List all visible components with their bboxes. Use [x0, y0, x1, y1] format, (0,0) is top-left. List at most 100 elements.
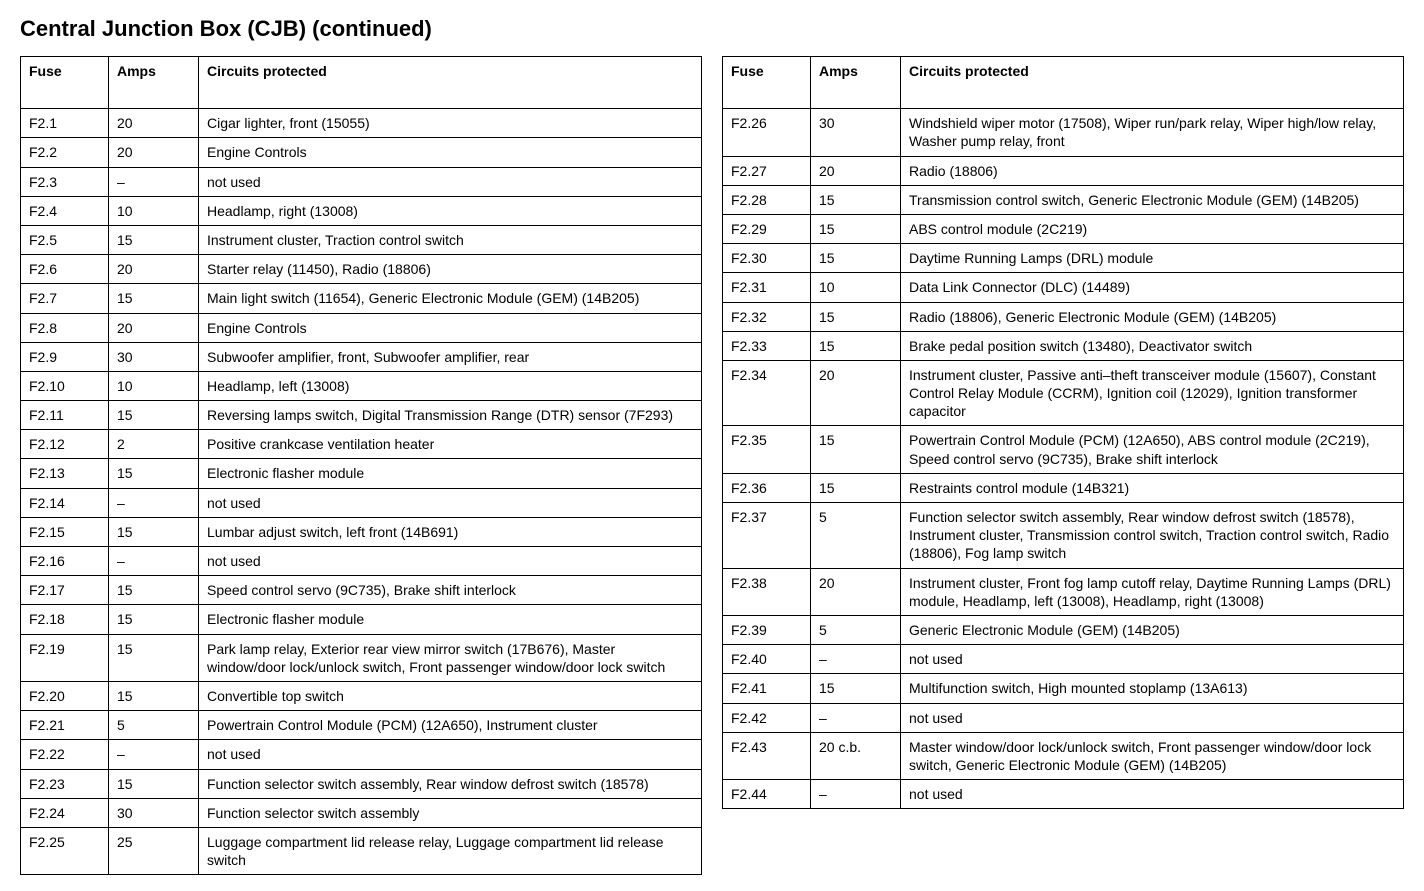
cell-amps: 20 c.b. [811, 732, 901, 779]
cell-fuse: F2.28 [723, 185, 811, 214]
table-row: F2.3615Restraints control module (14B321… [723, 473, 1404, 502]
cell-fuse: F2.20 [21, 681, 109, 710]
cell-circ: not used [199, 488, 702, 517]
cell-fuse: F2.38 [723, 568, 811, 615]
cell-circ: Multifunction switch, High mounted stopl… [901, 674, 1404, 703]
cell-amps: 15 [109, 576, 199, 605]
cell-circ: ABS control module (2C219) [901, 214, 1404, 243]
table-row: F2.40–not used [723, 645, 1404, 674]
cell-circ: Radio (18806) [901, 156, 1404, 185]
cell-fuse: F2.39 [723, 615, 811, 644]
table-row: F2.4320 c.b.Master window/door lock/unlo… [723, 732, 1404, 779]
cell-fuse: F2.40 [723, 645, 811, 674]
cell-fuse: F2.9 [21, 342, 109, 371]
table-row: F2.2015Convertible top switch [21, 681, 702, 710]
cell-fuse: F2.18 [21, 605, 109, 634]
cell-fuse: F2.15 [21, 517, 109, 546]
cell-fuse: F2.6 [21, 255, 109, 284]
table-row: F2.930Subwoofer amplifier, front, Subwoo… [21, 342, 702, 371]
cell-fuse: F2.5 [21, 225, 109, 254]
cell-circ: not used [199, 167, 702, 196]
cell-circ: Luggage compartment lid release relay, L… [199, 827, 702, 874]
cell-amps: 15 [109, 605, 199, 634]
table-row: F2.375Function selector switch assembly,… [723, 503, 1404, 569]
cell-amps: 30 [109, 798, 199, 827]
cell-fuse: F2.3 [21, 167, 109, 196]
table-row: F2.14–not used [21, 488, 702, 517]
left-column: Fuse Amps Circuits protected F2.120Cigar… [20, 56, 702, 875]
cell-fuse: F2.27 [723, 156, 811, 185]
table-row: F2.44–not used [723, 780, 1404, 809]
cell-fuse: F2.42 [723, 703, 811, 732]
cell-fuse: F2.36 [723, 473, 811, 502]
cell-amps: – [109, 740, 199, 769]
cell-amps: 2 [109, 430, 199, 459]
fuse-table-right: Fuse Amps Circuits protected F2.2630Wind… [722, 56, 1404, 809]
cell-amps: – [811, 645, 901, 674]
cell-amps: 15 [109, 225, 199, 254]
cell-fuse: F2.30 [723, 244, 811, 273]
table-row: F2.2525Luggage compartment lid release r… [21, 827, 702, 874]
cell-amps: 30 [811, 109, 901, 156]
cell-fuse: F2.19 [21, 634, 109, 681]
table-header-row: Fuse Amps Circuits protected [723, 57, 1404, 109]
cell-fuse: F2.25 [21, 827, 109, 874]
cell-circ: Speed control servo (9C735), Brake shift… [199, 576, 702, 605]
table-row: F2.515Instrument cluster, Traction contr… [21, 225, 702, 254]
cell-amps: 15 [109, 634, 199, 681]
cell-circ: Data Link Connector (DLC) (14489) [901, 273, 1404, 302]
table-row: F2.1315Electronic flasher module [21, 459, 702, 488]
cell-circ: Electronic flasher module [199, 605, 702, 634]
cell-circ: Positive crankcase ventilation heater [199, 430, 702, 459]
table-row: F2.2720Radio (18806) [723, 156, 1404, 185]
cell-fuse: F2.31 [723, 273, 811, 302]
cell-amps: 15 [811, 185, 901, 214]
table-row: F2.215Powertrain Control Module (PCM) (1… [21, 711, 702, 740]
cell-amps: 15 [811, 674, 901, 703]
cell-amps: 15 [811, 473, 901, 502]
cell-amps: 15 [109, 459, 199, 488]
cell-amps: 15 [109, 284, 199, 313]
cell-circ: Electronic flasher module [199, 459, 702, 488]
col-amps: Amps [109, 57, 199, 109]
cell-fuse: F2.4 [21, 196, 109, 225]
cell-fuse: F2.33 [723, 331, 811, 360]
table-row: F2.2915ABS control module (2C219) [723, 214, 1404, 243]
table-row: F2.3315Brake pedal position switch (1348… [723, 331, 1404, 360]
cell-circ: Function selector switch assembly, Rear … [901, 503, 1404, 569]
cell-circ: Transmission control switch, Generic Ele… [901, 185, 1404, 214]
cell-fuse: F2.13 [21, 459, 109, 488]
cell-circ: Instrument cluster, Front fog lamp cutof… [901, 568, 1404, 615]
cell-amps: 25 [109, 827, 199, 874]
cell-amps: 10 [109, 371, 199, 400]
cell-circ: Powertrain Control Module (PCM) (12A650)… [199, 711, 702, 740]
cell-circ: Function selector switch assembly [199, 798, 702, 827]
cell-circ: Restraints control module (14B321) [901, 473, 1404, 502]
table-row: F2.395Generic Electronic Module (GEM) (1… [723, 615, 1404, 644]
cell-fuse: F2.7 [21, 284, 109, 313]
col-fuse: Fuse [723, 57, 811, 109]
table-row: F2.3215Radio (18806), Generic Electronic… [723, 302, 1404, 331]
cell-fuse: F2.41 [723, 674, 811, 703]
table-row: F2.3420Instrument cluster, Passive anti–… [723, 360, 1404, 426]
cell-amps: 15 [811, 244, 901, 273]
table-row: F2.820Engine Controls [21, 313, 702, 342]
cell-amps: 15 [109, 769, 199, 798]
cell-amps: – [811, 780, 901, 809]
cell-circ: Main light switch (11654), Generic Elect… [199, 284, 702, 313]
cell-amps: 15 [109, 401, 199, 430]
cell-fuse: F2.34 [723, 360, 811, 426]
cell-circ: not used [901, 703, 1404, 732]
cell-circ: Starter relay (11450), Radio (18806) [199, 255, 702, 284]
table-columns-wrapper: Fuse Amps Circuits protected F2.120Cigar… [20, 56, 1404, 875]
cell-fuse: F2.43 [723, 732, 811, 779]
cell-fuse: F2.26 [723, 109, 811, 156]
cell-circ: Engine Controls [199, 313, 702, 342]
table-row: F2.122Positive crankcase ventilation hea… [21, 430, 702, 459]
cell-amps: 10 [109, 196, 199, 225]
cell-circ: Master window/door lock/unlock switch, F… [901, 732, 1404, 779]
cell-fuse: F2.35 [723, 426, 811, 473]
cell-fuse: F2.11 [21, 401, 109, 430]
cell-circ: not used [901, 780, 1404, 809]
cell-circ: Windshield wiper motor (17508), Wiper ru… [901, 109, 1404, 156]
